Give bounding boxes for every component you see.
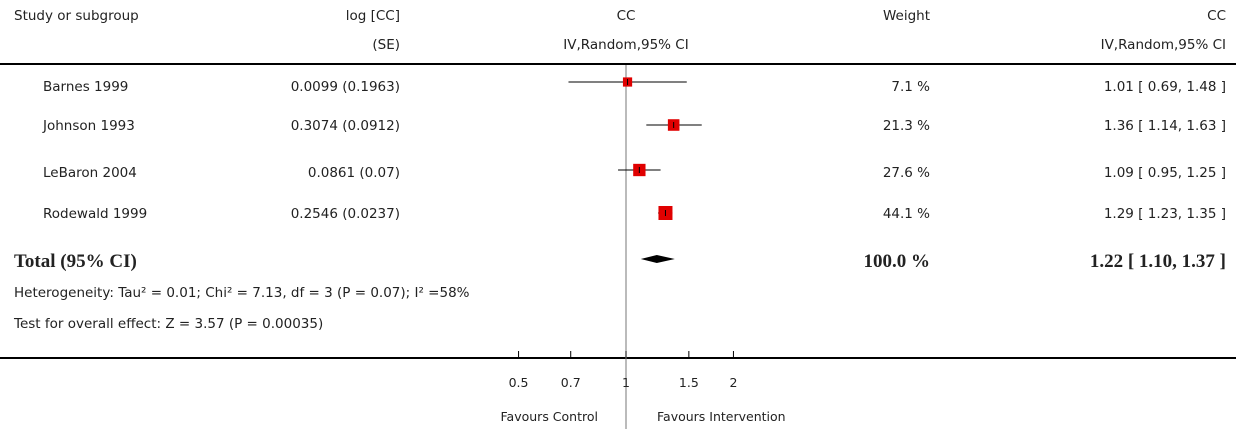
header-cc-method: IV,Random,95% CI <box>563 37 689 53</box>
favours-left: Favours Control <box>500 409 598 424</box>
study-name: Barnes 1999 <box>43 79 129 95</box>
total-weight: 100.0 % <box>863 251 931 272</box>
header-cc2-method: IV,Random,95% CI <box>1100 37 1226 53</box>
study-name: Rodewald 1999 <box>43 206 148 222</box>
study-logse: 0.2546 (0.0237) <box>290 206 400 222</box>
study-name: Johnson 1993 <box>43 118 135 134</box>
study-ci: 1.29 [ 1.23, 1.35 ] <box>1103 206 1226 222</box>
total-ci: 1.22 [ 1.10, 1.37 ] <box>1089 251 1226 272</box>
study-logse: 0.0861 (0.07) <box>307 165 400 181</box>
study-logse: 0.0099 (0.1963) <box>290 79 400 95</box>
study-ci: 1.09 [ 0.95, 1.25 ] <box>1103 165 1226 181</box>
axis-tick-label: 0.7 <box>561 375 581 390</box>
study-ci: 1.01 [ 0.69, 1.48 ] <box>1103 79 1226 95</box>
axis-tick-label: 1 <box>622 375 630 390</box>
header-rule <box>0 63 1236 65</box>
study-ci: 1.36 [ 1.14, 1.63 ] <box>1103 118 1226 134</box>
axis-tick-label: 0.5 <box>509 375 529 390</box>
header-se: (SE) <box>372 37 400 53</box>
footer-rule <box>0 357 1236 359</box>
study-weight: 21.3 % <box>882 118 930 134</box>
study-weight: 44.1 % <box>882 206 930 222</box>
study-weight: 27.6 % <box>882 165 930 181</box>
header-weight: Weight <box>882 8 930 24</box>
axis-tick-label: 2 <box>729 375 737 390</box>
summary-diamond <box>640 255 675 263</box>
header-logcc: log [CC] <box>345 8 400 24</box>
header-cc: CC <box>616 8 636 24</box>
header-study: Study or subgroup <box>14 8 139 24</box>
axis-tick-label: 1.5 <box>679 375 699 390</box>
study-name: LeBaron 2004 <box>43 165 137 181</box>
header-cc2: CC <box>1207 8 1226 24</box>
favours-right: Favours Intervention <box>657 409 786 424</box>
heterogeneity-text: Heterogeneity: Tau² = 0.01; Chi² = 7.13,… <box>14 285 470 301</box>
study-weight: 7.1 % <box>891 79 930 95</box>
total-label: Total (95% CI) <box>14 251 137 272</box>
study-logse: 0.3074 (0.0912) <box>290 118 400 134</box>
overall-effect-text: Test for overall effect: Z = 3.57 (P = 0… <box>14 316 324 332</box>
